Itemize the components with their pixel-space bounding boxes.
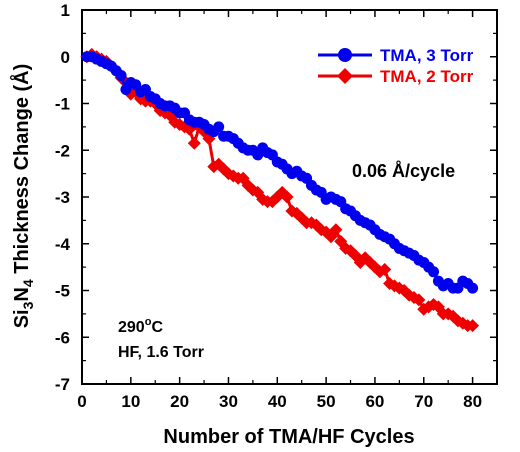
x-tick-label: 10 (121, 392, 140, 411)
data-point-tma-3-torr (428, 266, 440, 278)
y-tick-label: -6 (55, 328, 70, 347)
rate-annotation: 0.06 Å/cycle (352, 161, 455, 181)
temperature-value: 290 (118, 319, 145, 336)
x-tick-label: 70 (414, 392, 433, 411)
y-axis-title-sub-4: 4 (20, 279, 36, 287)
y-tick-label: -7 (55, 375, 70, 394)
y-tick-label: -4 (55, 235, 71, 254)
data-point-tma-2-torr (329, 223, 343, 237)
legend-marker-tma-2-torr (337, 68, 353, 84)
data-point-tma-2-torr (412, 293, 426, 307)
legend-marker-tma-3-torr (338, 48, 352, 62)
data-point-tma-2-torr (187, 136, 201, 150)
data-point-tma-2-torr (378, 262, 392, 276)
x-tick-label: 30 (219, 392, 238, 411)
y-axis-title-si: Si (11, 309, 33, 328)
x-tick-label: 60 (365, 392, 384, 411)
x-tick-label: 0 (77, 392, 86, 411)
x-tick-label: 80 (463, 392, 482, 411)
x-axis-title: Number of TMA/HF Cycles (163, 426, 414, 448)
x-tick-label: 20 (170, 392, 189, 411)
temperature-annotation: 290oC (118, 316, 163, 336)
series-tma-3-torr (81, 51, 479, 294)
data-point-tma-2-torr (344, 244, 358, 258)
legend: TMA, 3 Torr TMA, 2 Torr (318, 46, 474, 86)
y-tick-label: -3 (55, 188, 70, 207)
data-point-tma-2-torr (280, 190, 294, 204)
data-point-tma-3-torr (213, 121, 225, 133)
temperature-degree: o (145, 316, 152, 328)
data-point-tma-2-torr (466, 319, 480, 333)
x-tick-label: 40 (268, 392, 287, 411)
y-tick-label: -1 (55, 95, 70, 114)
y-axis-title: Si3N4 Thickness Change (Å) (9, 64, 36, 329)
y-tick-label: -2 (55, 141, 70, 160)
y-axis-title-n: N (11, 287, 33, 301)
y-tick-label: 0 (61, 48, 70, 67)
conditions-annotation: HF, 1.6 Torr (118, 344, 204, 361)
legend-label-tma-2-torr: TMA, 2 Torr (380, 67, 474, 86)
data-point-tma-3-torr (115, 69, 127, 81)
x-tick-label: 50 (317, 392, 336, 411)
y-tick-label: -5 (55, 282, 70, 301)
temperature-unit: C (151, 319, 163, 336)
data-point-tma-2-torr (173, 118, 187, 132)
data-point-tma-3-torr (467, 282, 479, 294)
y-axis-title-sub-3: 3 (20, 301, 36, 309)
series-layer (80, 47, 480, 333)
legend-label-tma-3-torr: TMA, 3 Torr (380, 46, 474, 65)
y-tick-label: 1 (61, 1, 70, 20)
y-axis-title-rest: Thickness Change (Å) (9, 64, 33, 280)
